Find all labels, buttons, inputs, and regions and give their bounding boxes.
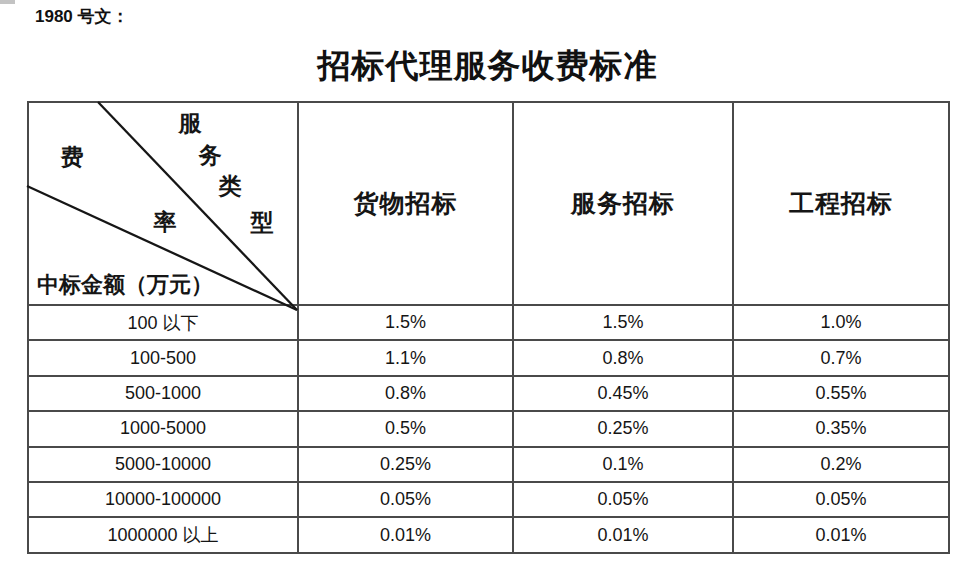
rate-cell: 0.01% bbox=[513, 517, 733, 552]
table-header-row: 服 务 类 型 费 率 中标金额（万元） 货物招标 服务招标 工程招标 bbox=[28, 102, 949, 305]
rate-cell: 0.5% bbox=[298, 411, 513, 446]
rate-cell: 1.5% bbox=[513, 305, 733, 340]
rate-cell: 0.2% bbox=[733, 447, 949, 482]
rate-cell: 0.1% bbox=[513, 447, 733, 482]
rate-cell: 0.05% bbox=[298, 482, 513, 517]
rate-cell: 1.0% bbox=[733, 305, 949, 340]
amount-range-cell: 1000000 以上 bbox=[28, 517, 298, 552]
table-row: 1000-5000 0.5% 0.25% 0.35% bbox=[28, 411, 949, 446]
amount-range-cell: 500-1000 bbox=[28, 376, 298, 411]
amount-range-cell: 1000-5000 bbox=[28, 411, 298, 446]
rate-cell: 0.8% bbox=[513, 340, 733, 375]
table-row: 1000000 以上 0.01% 0.01% 0.01% bbox=[28, 517, 949, 552]
corner-header-cell: 服 务 类 型 费 率 中标金额（万元） bbox=[28, 102, 298, 305]
corner-type-char-2: 务 bbox=[199, 143, 222, 166]
corner-type-char-3: 类 bbox=[219, 174, 242, 197]
table-row: 100-500 1.1% 0.8% 0.7% bbox=[28, 340, 949, 375]
rate-cell: 0.05% bbox=[513, 482, 733, 517]
rate-cell: 0.01% bbox=[298, 517, 513, 552]
table-row: 500-1000 0.8% 0.45% 0.55% bbox=[28, 376, 949, 411]
rate-cell: 1.5% bbox=[298, 305, 513, 340]
column-header-goods: 货物招标 bbox=[298, 102, 513, 305]
amount-range-cell: 5000-10000 bbox=[28, 447, 298, 482]
doc-number: 1980 号文： bbox=[35, 5, 129, 28]
rate-cell: 1.1% bbox=[298, 340, 513, 375]
rate-cell: 0.01% bbox=[733, 517, 949, 552]
amount-range-cell: 10000-100000 bbox=[28, 482, 298, 517]
amount-range-cell: 100 以下 bbox=[28, 305, 298, 340]
corner-type-char-1: 服 bbox=[179, 111, 202, 134]
corner-rate-char-1: 费 bbox=[61, 145, 84, 168]
rate-cell: 0.55% bbox=[733, 376, 949, 411]
rate-cell: 0.35% bbox=[733, 411, 949, 446]
column-header-services: 服务招标 bbox=[513, 102, 733, 305]
corner-amount-label: 中标金额（万元） bbox=[37, 270, 213, 300]
corner-rate-char-2: 率 bbox=[154, 210, 177, 233]
table-row: 100 以下 1.5% 1.5% 1.0% bbox=[28, 305, 949, 340]
screen-edge-artifact bbox=[0, 0, 15, 4]
rate-cell: 0.25% bbox=[513, 411, 733, 446]
table-row: 5000-10000 0.25% 0.1% 0.2% bbox=[28, 447, 949, 482]
rate-cell: 0.8% bbox=[298, 376, 513, 411]
amount-range-cell: 100-500 bbox=[28, 340, 298, 375]
corner-type-char-4: 型 bbox=[251, 210, 274, 233]
rate-cell: 0.05% bbox=[733, 482, 949, 517]
rate-cell: 0.45% bbox=[513, 376, 733, 411]
column-header-engineering: 工程招标 bbox=[733, 102, 949, 305]
document-page: 1980 号文： 招标代理服务收费标准 服 务 类 型 费 bbox=[0, 0, 976, 581]
page-title: 招标代理服务收费标准 bbox=[27, 44, 948, 89]
fee-standard-table: 服 务 类 型 费 率 中标金额（万元） 货物招标 服务招标 工程招标 100 … bbox=[27, 101, 950, 554]
rate-cell: 0.25% bbox=[298, 447, 513, 482]
table-row: 10000-100000 0.05% 0.05% 0.05% bbox=[28, 482, 949, 517]
rate-cell: 0.7% bbox=[733, 340, 949, 375]
